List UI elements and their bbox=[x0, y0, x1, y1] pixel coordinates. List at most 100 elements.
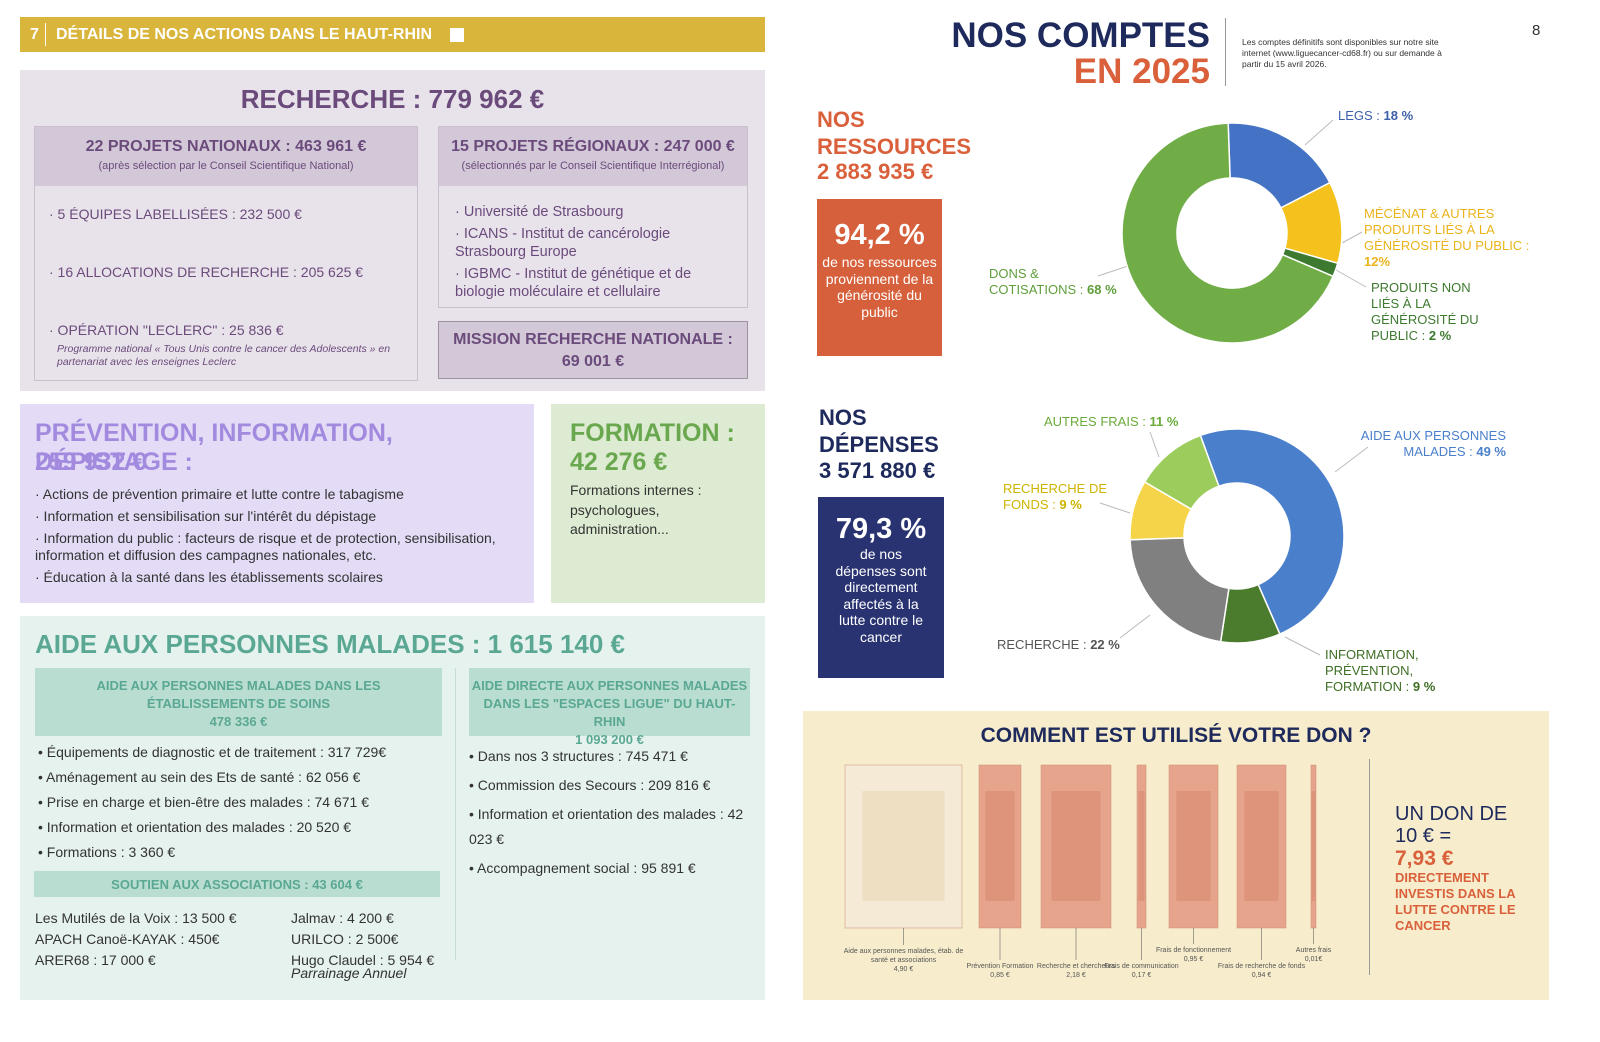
banknote-strips bbox=[844, 764, 1317, 960]
label-name: LEGS : bbox=[1338, 108, 1380, 123]
summary: UN DON DE 10 € = bbox=[1395, 803, 1508, 847]
list-item: · ICANS - Institut de cancérologie Stras… bbox=[455, 226, 671, 260]
leader-line bbox=[1341, 231, 1363, 244]
list-item: Les Mutilés de la Voix : 13 500 € bbox=[35, 910, 237, 926]
label-name: DONS & COTISATIONS : bbox=[989, 266, 1084, 297]
assoc-col1: Les Mutilés de la Voix : 13 500 € APACH C… bbox=[35, 909, 275, 972]
list-item: • Formations : 3 360 € bbox=[38, 844, 176, 860]
leader-line bbox=[1304, 119, 1334, 146]
regional-title: 15 PROJETS RÉGIONAUX : 247 000 € bbox=[451, 138, 735, 155]
strip-label: Recherche et chercheurs bbox=[1036, 963, 1116, 970]
list-item: • Dans nos 3 structures : 745 471 € bbox=[469, 748, 688, 764]
strip-label: Aide aux personnes malades, étab. de san… bbox=[844, 947, 964, 974]
strip-amount: 0,01€ bbox=[1304, 956, 1323, 963]
banknote-detail bbox=[985, 791, 1015, 901]
percent: 79,3 % bbox=[835, 513, 927, 545]
mission-title: MISSION RECHERCHE NATIONALE : bbox=[453, 331, 733, 348]
page-number: 8 bbox=[1532, 22, 1541, 39]
national-box: 22 PROJETS NATIONAUX : 463 961 € (après … bbox=[34, 126, 418, 381]
strip-label: Autres frais 0,01€ bbox=[1269, 946, 1359, 964]
ressources-title: NOS RESSOURCES bbox=[817, 107, 972, 159]
page-title: NOS COMPTES bbox=[951, 16, 1210, 55]
soutien-title: SOUTIEN AUX ASSOCIATIONS : 43 604 € bbox=[34, 871, 440, 897]
list-item: · Information et sensibilisation sur l'i… bbox=[35, 508, 377, 524]
strip-label: Frais de fonctionnement bbox=[1155, 947, 1232, 954]
label-name: INFORMATION, PRÉVENTION, FORMATION : bbox=[1325, 647, 1419, 694]
assoc-note: Parrainage Annuel bbox=[291, 965, 407, 981]
leader-line bbox=[1119, 614, 1151, 639]
slice-label: INFORMATION, PRÉVENTION, FORMATION : 9 % bbox=[1325, 647, 1445, 695]
banknote-detail bbox=[862, 791, 945, 901]
list-item: · 16 ALLOCATIONS DE RECHERCHE : 205 625 … bbox=[49, 264, 364, 280]
section-title: RECHERCHE : 779 962 € bbox=[240, 84, 545, 114]
donut-slice bbox=[1129, 537, 1230, 643]
list-item: APACH Canoë-KAYAK : 450€ bbox=[35, 931, 220, 947]
section-amount: 42 276 € bbox=[570, 448, 668, 476]
slice-label: PRODUITS NON LIÉS À LA GÉNÉROSITÉ DU PUB… bbox=[1371, 280, 1496, 344]
list-item: • Prise en charge et bien-être des malad… bbox=[38, 794, 369, 810]
national-title: 22 PROJETS NATIONAUX : 463 961 € bbox=[85, 138, 367, 155]
list-item: • Information et orientation des malades… bbox=[38, 819, 352, 835]
leader-line bbox=[1334, 446, 1369, 473]
slice-label: AUTRES FRAIS : 11 % bbox=[1044, 414, 1178, 430]
label-name: RECHERCHE DE FONDS : bbox=[1003, 481, 1108, 512]
divider bbox=[455, 668, 456, 960]
label-name: AIDE AUX PERSONNES MALADES : bbox=[1360, 428, 1506, 459]
sub-title: AIDE DIRECTE AUX PERSONNES MALADES DANS … bbox=[471, 678, 748, 729]
label-value: 49 % bbox=[1476, 444, 1506, 459]
slice-label: RECHERCHE : 22 % bbox=[997, 637, 1120, 653]
ressources-box: 94,2 % de nos ressources proviennent de … bbox=[817, 199, 942, 356]
label-name: MÉCÉNAT & AUTRES PRODUITS LIÉS À LA GÉNÉ… bbox=[1364, 206, 1530, 253]
depenses-title: NOS DÉPENSES bbox=[819, 405, 939, 457]
label-name: PRODUITS NON LIÉS À LA GÉNÉROSITÉ DU PUB… bbox=[1371, 280, 1479, 343]
list-item: · OPÉRATION "LECLERC" : 25 836 € bbox=[49, 322, 284, 338]
list-item: · 5 ÉQUIPES LABELLISÉES : 232 500 € bbox=[49, 206, 302, 222]
aide-section: AIDE AUX PERSONNES MALADES : 1 615 140 €… bbox=[20, 616, 765, 1000]
regional-subtitle: (sélectionnés par le Conseil Scientifiqu… bbox=[461, 160, 725, 172]
leader-line bbox=[1149, 431, 1160, 458]
mission-amount: 69 001 € bbox=[561, 353, 625, 370]
section-amount: 259 932 € bbox=[35, 448, 147, 476]
list-item: • Information et orientation des malades… bbox=[469, 806, 744, 847]
prevention-list: · Actions de prévention primaire et lutt… bbox=[35, 486, 530, 591]
slice-label: LEGS : 18 % bbox=[1338, 108, 1413, 124]
strip-amount: 0,85 € bbox=[990, 972, 1010, 979]
sub-amount: 1 093 200 € bbox=[575, 732, 644, 747]
percent: 94,2 % bbox=[834, 219, 925, 251]
strip-label: Frais de communication 0,17 € bbox=[1097, 962, 1187, 980]
list-item: · Éducation à la santé dans les établiss… bbox=[35, 569, 383, 585]
leader-line bbox=[1097, 265, 1129, 277]
strip-label: Frais de recherche de fonds bbox=[1217, 963, 1306, 970]
list-item: · Actions de prévention primaire et lutt… bbox=[35, 486, 404, 502]
summary-amount: 7,93 € bbox=[1395, 847, 1454, 870]
separator bbox=[45, 23, 46, 46]
strip-label: Frais de communication bbox=[1104, 963, 1179, 970]
strip-label: Prévention Formation bbox=[966, 963, 1034, 970]
label-value: 18 % bbox=[1383, 108, 1414, 123]
strip-label: Frais de recherche de fonds 0,94 € bbox=[1217, 962, 1307, 980]
leader-line bbox=[1099, 502, 1131, 514]
label-value: 68 % bbox=[1087, 282, 1117, 297]
section-title: PRÉVENTION, INFORMATION, DÉPISTAGE : bbox=[35, 419, 393, 476]
etab-list: • Équipements de diagnostic et de traite… bbox=[38, 743, 438, 868]
mission-box: MISSION RECHERCHE NATIONALE : 69 001 € bbox=[438, 321, 748, 379]
national-header: 22 PROJETS NATIONAUX : 463 961 € (après … bbox=[35, 127, 417, 186]
assoc-col2: Jalmav : 4 200 € URILCO : 2 500€ Hugo Clau… bbox=[291, 909, 491, 972]
sub-title: AIDE AUX PERSONNES MALADES DANS LES ÉTAB… bbox=[96, 678, 381, 711]
divider bbox=[1369, 759, 1370, 975]
percent-text: de nos dépenses sont directement affecté… bbox=[835, 546, 927, 645]
recherche-section: RECHERCHE : 779 962 € 22 PROJETS NATIONA… bbox=[20, 70, 765, 391]
label-name: RECHERCHE : bbox=[997, 637, 1087, 652]
strip-label: Autres frais bbox=[1295, 947, 1332, 954]
page-title-year: EN 2025 bbox=[1073, 52, 1210, 91]
ressources-amount: 2 883 935 € bbox=[817, 159, 934, 184]
strip-amount: 4,90 € bbox=[893, 966, 914, 973]
donut-slice bbox=[1143, 434, 1220, 511]
label-value: 11 % bbox=[1149, 414, 1179, 429]
strip-label: Frais de fonctionnement 0,95 € bbox=[1149, 946, 1239, 964]
banknote-detail bbox=[1051, 791, 1101, 901]
list-item: • Équipements de diagnostic et de traite… bbox=[38, 744, 387, 760]
slice-label: RECHERCHE DE FONDS : 9 % bbox=[1003, 481, 1113, 513]
banknote-detail bbox=[1176, 791, 1211, 901]
